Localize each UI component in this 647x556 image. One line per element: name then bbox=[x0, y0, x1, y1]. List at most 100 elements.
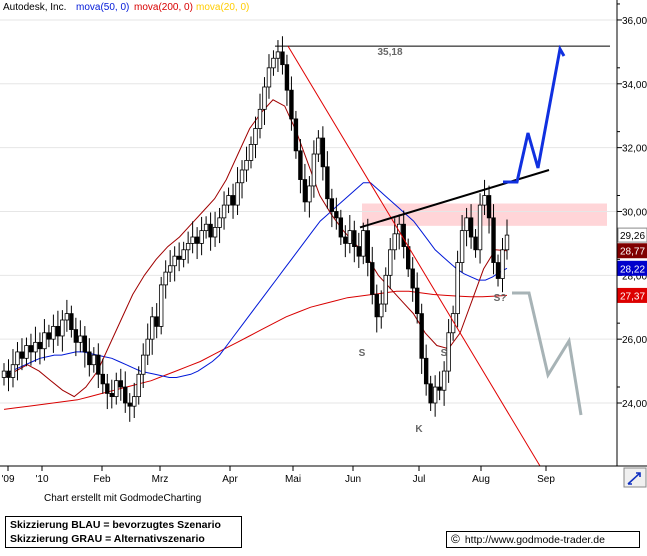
x-tick-label: Feb bbox=[93, 474, 111, 485]
candle-body bbox=[495, 262, 501, 279]
candle-body bbox=[253, 128, 258, 145]
candle-body bbox=[464, 217, 469, 232]
candle-body bbox=[432, 386, 438, 404]
candle-body bbox=[235, 182, 240, 206]
copyright-icon: © bbox=[451, 532, 460, 546]
candle-body bbox=[293, 118, 299, 152]
candle-body bbox=[500, 249, 505, 279]
candle-body bbox=[302, 179, 308, 203]
price-tag-label: 28,77 bbox=[620, 247, 645, 258]
candle-body bbox=[374, 294, 379, 318]
price-tag bbox=[617, 243, 647, 259]
x-tick-label: Jul bbox=[413, 474, 426, 485]
candle-body bbox=[158, 284, 164, 327]
candle-body bbox=[100, 373, 106, 385]
legend-blue: Skizzierung BLAU = bevorzugtes Szenario bbox=[10, 519, 221, 531]
candle-body bbox=[361, 230, 366, 257]
candle-body bbox=[181, 249, 186, 260]
candle-body bbox=[96, 354, 101, 375]
candle-body bbox=[141, 354, 146, 375]
y-tick-label: 34,00 bbox=[622, 80, 647, 91]
candle-body bbox=[347, 230, 353, 244]
candle-body bbox=[338, 217, 344, 238]
scale-icon[interactable] bbox=[623, 467, 647, 488]
website-link[interactable]: © http://www.godmode-trader.de bbox=[446, 531, 640, 548]
candle-body bbox=[383, 274, 388, 305]
ma-path bbox=[3, 290, 508, 410]
candle-body bbox=[136, 373, 141, 398]
candle-body bbox=[459, 230, 465, 263]
candle-body bbox=[28, 345, 34, 353]
candle-body bbox=[73, 329, 79, 343]
sma200-line bbox=[3, 290, 508, 410]
candle-body bbox=[379, 303, 384, 318]
candle-body bbox=[123, 386, 128, 404]
price-tag bbox=[617, 287, 647, 303]
candle-body bbox=[370, 262, 375, 295]
candle-body bbox=[55, 325, 61, 337]
candle-body bbox=[1, 370, 7, 378]
candle-body bbox=[91, 354, 97, 366]
candle-body bbox=[239, 169, 245, 184]
y-tick-label: 30,00 bbox=[622, 207, 647, 218]
candle-body bbox=[217, 217, 222, 228]
candle-body bbox=[221, 204, 227, 219]
chart-credit: Chart erstellt mit GodmodeCharting bbox=[44, 493, 202, 504]
candle-body bbox=[109, 393, 114, 398]
candle-body bbox=[33, 341, 38, 353]
x-tick-label: '09 bbox=[1, 474, 14, 485]
candle-body bbox=[437, 386, 442, 391]
candle-body bbox=[329, 198, 335, 212]
candle-body bbox=[87, 351, 92, 366]
candle-body bbox=[352, 230, 357, 247]
y-tick-label: 28,00 bbox=[622, 271, 647, 282]
candle-body bbox=[450, 313, 456, 334]
candle-body bbox=[60, 319, 65, 337]
candle-body bbox=[82, 335, 88, 353]
candle-body bbox=[167, 265, 173, 273]
candle-body bbox=[194, 236, 200, 244]
candle-body bbox=[325, 166, 330, 200]
candle-body bbox=[504, 234, 510, 251]
candle-body bbox=[266, 67, 272, 88]
x-tick-label: Sep bbox=[537, 474, 555, 485]
price-tag-label: 27,37 bbox=[620, 291, 645, 302]
candle-body bbox=[320, 137, 326, 168]
price-tags: 29,26 28,77 28,22 27,37 bbox=[617, 227, 647, 303]
candle-body bbox=[150, 316, 155, 340]
candle-body bbox=[37, 341, 43, 350]
candle-body bbox=[69, 313, 74, 330]
candle-body bbox=[24, 345, 29, 359]
trend-drawings bbox=[275, 44, 610, 467]
candle-body bbox=[414, 287, 420, 315]
website-url: http://www.godmode-trader.de bbox=[464, 534, 605, 546]
candle-body bbox=[244, 160, 249, 171]
price-tag bbox=[617, 227, 647, 243]
candle-body bbox=[316, 137, 321, 155]
candle-body bbox=[19, 351, 25, 359]
candle-body bbox=[226, 195, 231, 206]
candle-body bbox=[365, 230, 370, 263]
annotation-label: S bbox=[441, 348, 448, 359]
scenario-legend: Skizzierung BLAU = bevorzugtes Szenario … bbox=[5, 516, 242, 548]
candle-body bbox=[401, 223, 406, 247]
candle-body bbox=[199, 230, 204, 244]
grid bbox=[0, 19, 617, 404]
candle-body bbox=[262, 86, 267, 110]
annotation-label: 35,18 bbox=[377, 47, 402, 58]
indicator-label: mova(50, 0) bbox=[76, 2, 129, 13]
indicator-label: mova(200, 0) bbox=[134, 2, 193, 13]
candle-body bbox=[42, 332, 47, 350]
candle-body bbox=[473, 236, 478, 251]
candle-body bbox=[428, 383, 433, 404]
annotation-label: S bbox=[359, 348, 366, 359]
y-tick-label: 32,00 bbox=[622, 144, 647, 155]
x-tick-label: '10 bbox=[35, 474, 48, 485]
candle-body bbox=[468, 217, 474, 238]
candle-body bbox=[51, 325, 56, 340]
candle-body bbox=[248, 144, 254, 161]
candle-body bbox=[289, 89, 294, 120]
candle-body bbox=[343, 236, 348, 244]
candle-body bbox=[271, 57, 276, 69]
candle-body bbox=[190, 236, 195, 244]
